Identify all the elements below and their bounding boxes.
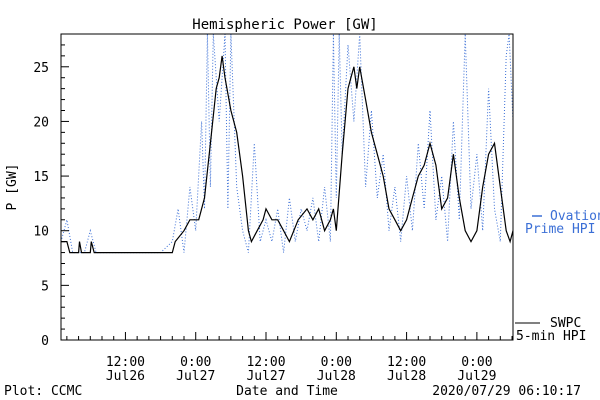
x-tick-time-label: 12:00	[106, 355, 145, 370]
y-axis-label: P [GW]	[5, 164, 20, 211]
y-tick-label: 10	[33, 225, 49, 240]
legend-swpc: SWPC 5-min HPI	[515, 316, 586, 344]
footer-timestamp: 2020/07/29 06:10:17	[432, 384, 581, 399]
series-line-ovation	[61, 34, 513, 254]
x-tick-date-label: Jul27	[246, 369, 285, 384]
legend-ovation-line2: Prime HPI	[525, 222, 595, 237]
plot-area	[61, 34, 513, 254]
x-axis: 12:00Jul260:00Jul2712:00Jul270:00Jul2812…	[66, 332, 513, 384]
x-tick-date-label: Jul27	[176, 369, 215, 384]
y-axis: 0 5 10 15 20 25	[33, 33, 69, 349]
y-tick-label: 5	[41, 279, 49, 294]
chart-title: Hemispheric Power [GW]	[192, 17, 377, 33]
legend-ovation-line1: Ovation	[550, 209, 600, 224]
x-tick-date-label: Jul26	[106, 369, 145, 384]
x-tick-time-label: 0:00	[180, 355, 211, 370]
legend-swpc-line2: 5-min HPI	[516, 329, 586, 344]
x-tick-time-label: 0:00	[461, 355, 492, 370]
x-tick-date-label: Jul28	[387, 369, 426, 384]
x-axis-label: Date and Time	[236, 384, 338, 399]
x-tick-time-label: 12:00	[246, 355, 285, 370]
legend-swpc-line1: SWPC	[550, 316, 581, 331]
x-tick-date-label: Jul28	[317, 369, 356, 384]
y-tick-label: 0	[41, 334, 49, 349]
y-tick-label: 15	[33, 170, 49, 185]
series-line-swpc	[61, 55, 513, 254]
x-tick-time-label: 12:00	[387, 355, 426, 370]
footer-plot-source: Plot: CCMC	[4, 384, 82, 399]
y-tick-label: 25	[33, 61, 49, 76]
y-tick-label: 20	[33, 115, 49, 130]
legend-ovation: Ovation Prime HPI	[525, 209, 600, 237]
plot-frame	[60, 33, 514, 341]
x-tick-date-label: Jul29	[457, 369, 496, 384]
x-tick-time-label: 0:00	[321, 355, 352, 370]
